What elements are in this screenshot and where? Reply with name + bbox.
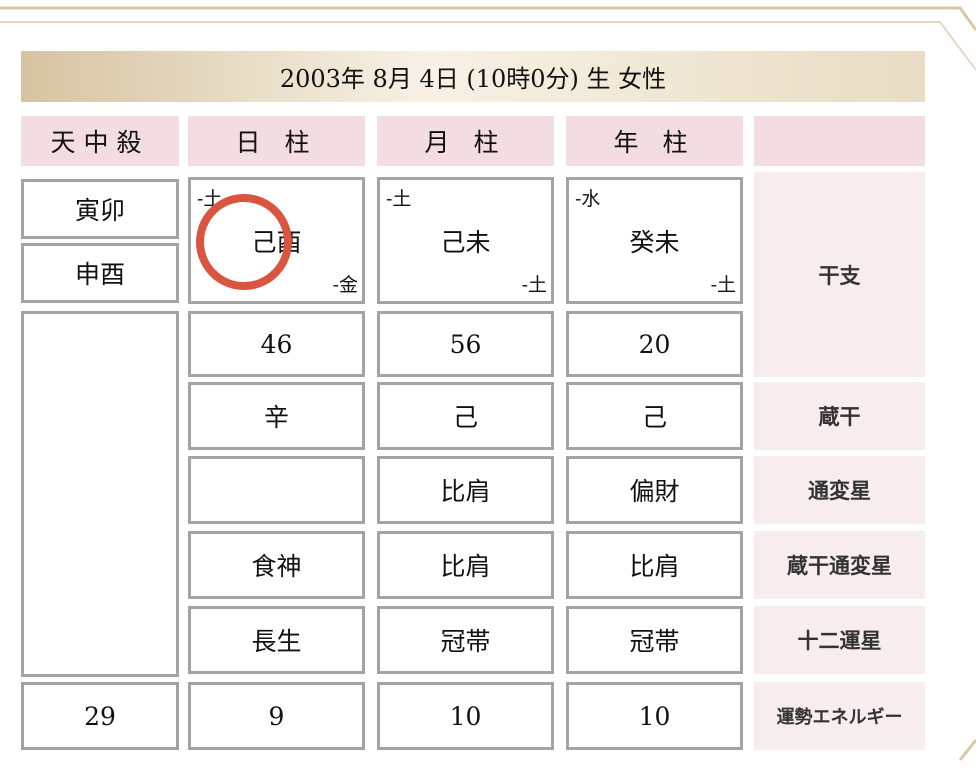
day-zokan: 辛: [188, 382, 365, 450]
day-branch-element: -金: [332, 274, 358, 296]
tenchusatsu-empty: [21, 311, 179, 677]
month-juniunsei: 冠帯: [377, 606, 554, 674]
month-stem-element: -土: [386, 188, 412, 210]
label-tsuhensei: 通変星: [754, 456, 925, 524]
day-number: 46: [188, 311, 365, 377]
day-zokan-tsuhensei: 食神: [188, 531, 365, 599]
month-zokan-tsuhensei: 比肩: [377, 531, 554, 599]
header-tenchusatsu: 天中殺: [21, 116, 179, 166]
month-branch-element: -土: [521, 274, 547, 296]
year-number: 20: [566, 311, 743, 377]
day-tsuhensei: [188, 456, 365, 524]
year-zokan-tsuhensei: 比肩: [566, 531, 743, 599]
year-branch-element: -土: [710, 274, 736, 296]
label-zokan: 蔵干: [754, 382, 925, 450]
day-energy: 9: [188, 682, 365, 750]
header-blank: [754, 116, 925, 166]
tenchusatsu-1: 寅卯: [21, 179, 179, 239]
tenchusatsu-2: 申酉: [21, 243, 179, 303]
month-tsuhensei: 比肩: [377, 456, 554, 524]
year-zokan: 己: [566, 382, 743, 450]
header-year-pillar: 年 柱: [566, 116, 743, 166]
year-ganzhi-cell: -水 癸未 -土: [566, 177, 743, 304]
year-ganzhi: 癸未: [629, 227, 680, 257]
month-energy: 10: [377, 682, 554, 750]
year-tsuhensei: 偏財: [566, 456, 743, 524]
month-zokan: 己: [377, 382, 554, 450]
month-number: 56: [377, 311, 554, 377]
month-ganzhi-cell: -土 己未 -土: [377, 177, 554, 304]
label-kanshi: 干支: [754, 172, 925, 377]
label-juniunsei: 十二運星: [754, 606, 925, 674]
red-circle-annotation: [196, 194, 292, 290]
day-juniunsei: 長生: [188, 606, 365, 674]
year-stem-element: -水: [575, 188, 601, 210]
label-energy: 運勢エネルギー: [754, 682, 925, 750]
year-energy: 10: [566, 682, 743, 750]
year-juniunsei: 冠帯: [566, 606, 743, 674]
birth-info-title: 2003年 8月 4日 (10時0分) 生 女性: [21, 51, 925, 102]
total-energy: 29: [21, 682, 179, 750]
header-day-pillar: 日 柱: [188, 116, 365, 166]
label-zokan-tsuhensei: 蔵干通変星: [754, 531, 925, 599]
header-month-pillar: 月 柱: [377, 116, 554, 166]
month-ganzhi: 己未: [440, 227, 491, 257]
